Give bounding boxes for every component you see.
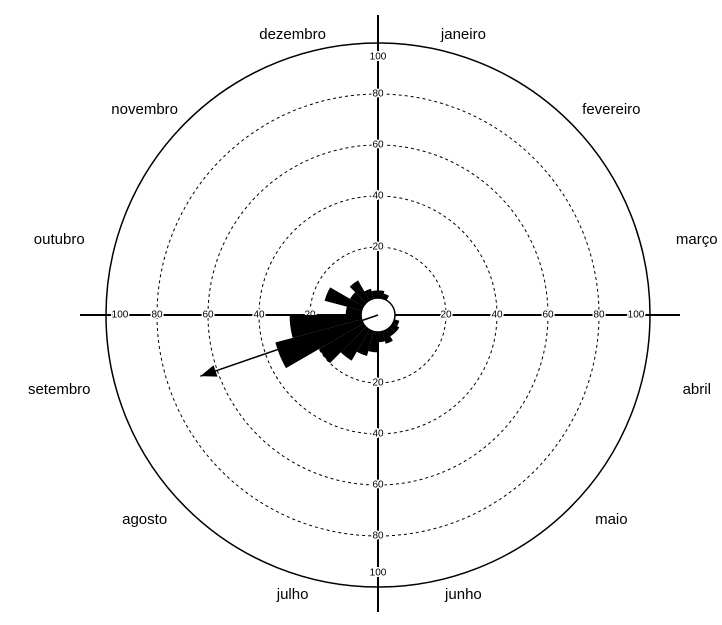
r-tick-label: 100 — [370, 52, 387, 63]
rose-bar — [368, 331, 378, 353]
month-label: março — [676, 231, 718, 248]
r-tick-label: 100 — [112, 310, 129, 321]
r-tick-label: 100 — [628, 310, 645, 321]
month-label: setembro — [28, 381, 91, 398]
r-tick-label: 60 — [372, 480, 384, 491]
r-tick-label: 80 — [593, 310, 605, 321]
rose-bar — [324, 287, 364, 311]
rose-bar — [378, 290, 385, 299]
rose-bar — [356, 329, 374, 357]
month-label: dezembro — [259, 26, 326, 43]
month-label: maio — [595, 511, 628, 528]
rose-bar — [319, 323, 366, 364]
rose-bar — [378, 331, 386, 343]
grid-ring — [309, 246, 447, 384]
r-tick-label: 40 — [372, 429, 384, 440]
month-label: janeiro — [440, 26, 486, 43]
rose-bar — [340, 327, 370, 361]
r-tick-label: 60 — [372, 140, 384, 151]
mean-arrow — [200, 314, 379, 377]
r-tick-label: 20 — [440, 310, 452, 321]
month-label: abril — [683, 381, 711, 398]
rose-bar — [345, 306, 362, 315]
r-tick-label: 60 — [542, 310, 554, 321]
r-tick-label: 80 — [151, 310, 163, 321]
r-tick-label: 40 — [372, 191, 384, 202]
rose-bar — [364, 288, 374, 301]
month-label: julho — [276, 586, 309, 603]
rose-bar — [386, 327, 396, 337]
rose-bar — [350, 292, 366, 307]
month-label: agosto — [122, 511, 167, 528]
grid-ring — [258, 195, 498, 435]
rose-bar — [382, 329, 393, 344]
grid-ring — [156, 93, 600, 537]
r-tick-label: 100 — [370, 568, 387, 579]
arrow-head — [200, 365, 218, 377]
r-tick-label: 40 — [491, 310, 503, 321]
rose-bar — [390, 323, 400, 333]
r-tick-label: 20 — [372, 242, 384, 253]
rose-bar — [371, 290, 378, 299]
month-label: outubro — [34, 231, 85, 248]
r-tick-label: 80 — [372, 89, 384, 100]
month-label: fevereiro — [582, 101, 640, 118]
rose-bar — [289, 315, 362, 338]
r-tick-label: 20 — [372, 378, 384, 389]
grid-ring — [105, 42, 651, 588]
r-tick-label: 40 — [253, 310, 265, 321]
r-tick-label: 60 — [202, 310, 214, 321]
month-label: novembro — [111, 101, 178, 118]
rose-bar — [275, 319, 364, 369]
month-label: junho — [444, 586, 482, 603]
grid-ring — [207, 144, 549, 486]
rose-bar — [349, 280, 370, 303]
r-tick-label: 80 — [372, 531, 384, 542]
